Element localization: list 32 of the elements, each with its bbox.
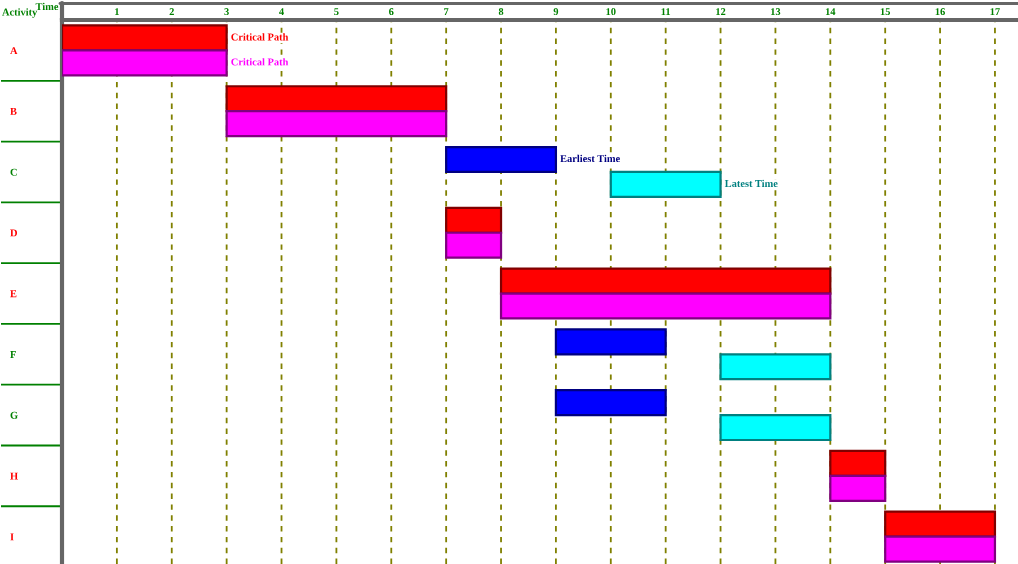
x-tick-label: 14	[825, 8, 836, 15]
y-tick-label: I	[10, 533, 14, 541]
x-tick-label: 11	[661, 8, 671, 15]
y-tick-label: E	[10, 290, 17, 298]
x-tick-label: 10	[606, 8, 616, 16]
x-tick-label: 16	[935, 8, 945, 16]
x-tick-label: 5	[334, 8, 339, 16]
y-axis-title: Activity	[2, 8, 38, 18]
series-label: Critical Path	[231, 33, 289, 41]
y-tick-label: F	[10, 351, 16, 358]
y-tick-label: A	[10, 47, 18, 55]
x-tick-label: 7	[444, 8, 449, 15]
y-tick-label: D	[10, 229, 18, 237]
x-tick-label: 2	[169, 8, 174, 15]
x-axis-title: Time	[35, 2, 59, 11]
y-tick-label: C	[10, 168, 17, 176]
series-label: Earliest Time	[560, 154, 620, 163]
x-tick-label: 8	[498, 8, 504, 16]
x-tick-label: 12	[716, 8, 726, 15]
x-tick-label: 4	[279, 8, 284, 15]
x-tick-label: 15	[880, 8, 891, 16]
x-tick-label: 13	[771, 8, 781, 16]
x-tick-label: 6	[389, 8, 394, 16]
x-tick-label: 9	[553, 8, 559, 16]
x-tick-label: 3	[224, 8, 229, 16]
y-tick-label: G	[10, 411, 18, 419]
x-tick-label: 1	[115, 8, 119, 15]
y-tick-label: B	[10, 107, 17, 115]
y-tick-label: H	[10, 472, 18, 480]
series-label: Critical Path	[231, 58, 289, 66]
series-label: Latest Time	[724, 179, 778, 188]
x-tick-label: 17	[990, 8, 1000, 15]
